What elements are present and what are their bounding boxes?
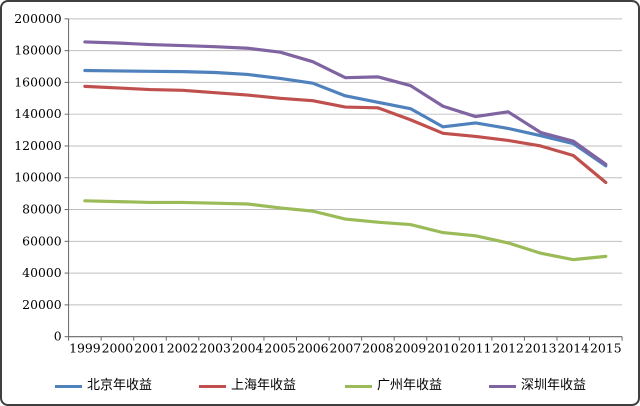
legend-item-shenzhen: 深圳年收益 (489, 377, 586, 395)
x-tick-label: 2012 (492, 341, 524, 356)
series-line-shenzhen (83, 40, 608, 166)
legend-label-guangzhou: 广州年收益 (377, 378, 443, 393)
y-tick-label: 200000 (14, 11, 61, 26)
legend-swatch-shenzhen (489, 384, 516, 388)
legend-label-beijing: 北京年收益 (87, 378, 153, 393)
x-tick-label: 2003 (199, 341, 231, 356)
x-tick-label: 2015 (590, 341, 622, 356)
x-tick-label: 1999 (69, 341, 101, 356)
x-tick-label: 2004 (232, 341, 264, 356)
x-tick-label: 2000 (102, 341, 134, 356)
gridlines (68, 18, 623, 306)
x-tick-label: 2001 (134, 341, 166, 356)
legend-item-beijing: 北京年收益 (55, 377, 152, 395)
legend-item-shanghai: 上海年收益 (199, 377, 296, 395)
x-tick-label: 2009 (395, 341, 427, 356)
legend-item-guangzhou: 广州年收益 (345, 377, 442, 395)
axes: 0 20000 40000 60000 80000 100000 120000 140000 1… (14, 11, 623, 356)
y-tick-label: 80000 (22, 202, 62, 217)
x-tick-label: 2006 (297, 341, 329, 356)
series-line-beijing (83, 68, 608, 168)
y-tick-label: 160000 (14, 74, 61, 89)
legend-swatch-shanghai (199, 384, 226, 388)
x-tick-label: 2011 (460, 341, 492, 356)
y-tick-label: 20000 (22, 297, 62, 312)
legend: 北京年收益 上海年收益 广州年收益 深圳年收益 (2, 377, 638, 397)
y-tick-label: 180000 (14, 43, 61, 58)
x-tick-label: 2005 (264, 341, 296, 356)
y-tick-label: 100000 (14, 170, 61, 185)
legend-swatch-beijing (55, 384, 82, 388)
legend-swatch-guangzhou (345, 384, 372, 388)
x-tick-label: 2007 (330, 341, 362, 356)
x-tick-label: 2010 (427, 341, 459, 356)
x-tick-label: 2008 (362, 341, 394, 356)
x-tick-label: 2014 (557, 341, 589, 356)
legend-label-shenzhen: 深圳年收益 (521, 378, 587, 393)
y-tick-label: 0 (54, 329, 62, 344)
x-tick-label: 2013 (525, 341, 557, 356)
series-line-shanghai (83, 84, 608, 185)
series-line-guangzhou (83, 199, 608, 262)
y-tick-label: 40000 (22, 265, 62, 280)
y-tick-label: 60000 (22, 233, 62, 248)
y-tick-label: 140000 (14, 106, 61, 121)
x-tick-label: 2002 (167, 341, 199, 356)
legend-label-shanghai: 上海年收益 (231, 378, 297, 393)
y-tick-label: 120000 (14, 138, 61, 153)
